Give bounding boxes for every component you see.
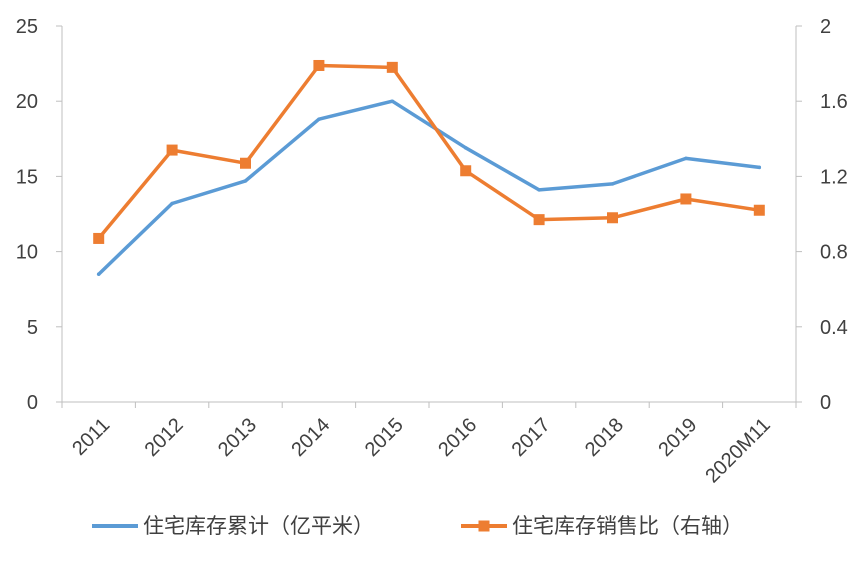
data-point-series-1 <box>243 179 248 183</box>
data-point-series-2 <box>533 214 545 226</box>
x-tick-label: 2013 <box>214 414 261 461</box>
data-point-series-1 <box>463 146 468 150</box>
x-tick-label: 2018 <box>581 414 628 461</box>
y-right-tick-label: 2 <box>820 16 831 38</box>
data-point-series-1 <box>170 201 174 206</box>
legend-label-series-1: 住宅库存累计（亿平米） <box>143 514 374 538</box>
y-right-tick-label: 1.6 <box>820 91 848 113</box>
data-point-series-2 <box>313 59 325 71</box>
data-point-series-2 <box>93 232 105 244</box>
data-point-series-2 <box>753 204 765 216</box>
data-point-series-2 <box>680 193 692 205</box>
series-line-1 <box>96 99 762 276</box>
x-tick-label: 2015 <box>361 414 408 461</box>
x-tick-label: 2020M11 <box>701 414 774 487</box>
series-layer <box>93 59 765 276</box>
data-point-series-2 <box>607 212 618 224</box>
y-left-tick-label: 10 <box>16 242 38 264</box>
data-point-series-2 <box>386 61 398 73</box>
x-tick-label: 2017 <box>508 414 555 461</box>
legend-label-series-2: 住宅库存销售比（右轴） <box>512 514 743 538</box>
y-left-tick-label: 5 <box>27 317 38 339</box>
x-tick-label: 2012 <box>141 414 188 461</box>
series-line-2 <box>96 63 762 241</box>
y-right-tick-label: 0.8 <box>820 242 848 264</box>
x-tick-label: 2016 <box>434 414 481 461</box>
y-left-tick-label: 15 <box>16 166 38 188</box>
y-left-tick-label: 0 <box>27 392 38 414</box>
data-point-series-1 <box>610 182 615 186</box>
data-point-series-1 <box>317 117 321 121</box>
data-point-series-2 <box>166 144 178 156</box>
data-point-series-1 <box>537 188 541 192</box>
data-point-series-2 <box>460 165 472 177</box>
x-tick-label: 2014 <box>287 414 334 461</box>
data-point-series-1 <box>390 99 395 103</box>
y-right-tick-label: 1.2 <box>820 166 848 188</box>
x-tick-label: 2019 <box>654 414 701 461</box>
y-left-tick-label: 25 <box>16 16 38 38</box>
legend-marker-series-2 <box>478 520 490 532</box>
x-tick-label: 2011 <box>68 414 114 460</box>
legend: 住宅库存累计（亿平米） 住宅库存销售比（右轴） <box>92 514 743 538</box>
data-point-series-1 <box>684 156 688 161</box>
data-point-series-1 <box>757 165 762 170</box>
data-point-series-1 <box>96 272 101 276</box>
axes: 0 5 10 15 20 25 0 0.4 0.8 1.2 1.6 2 2011 2012 2013 2014… <box>16 16 848 487</box>
y-left-tick-label: 20 <box>16 91 38 113</box>
y-right-tick-label: 0.4 <box>820 317 848 339</box>
y-right-tick-label: 0 <box>820 392 831 414</box>
data-point-series-2 <box>240 157 251 169</box>
